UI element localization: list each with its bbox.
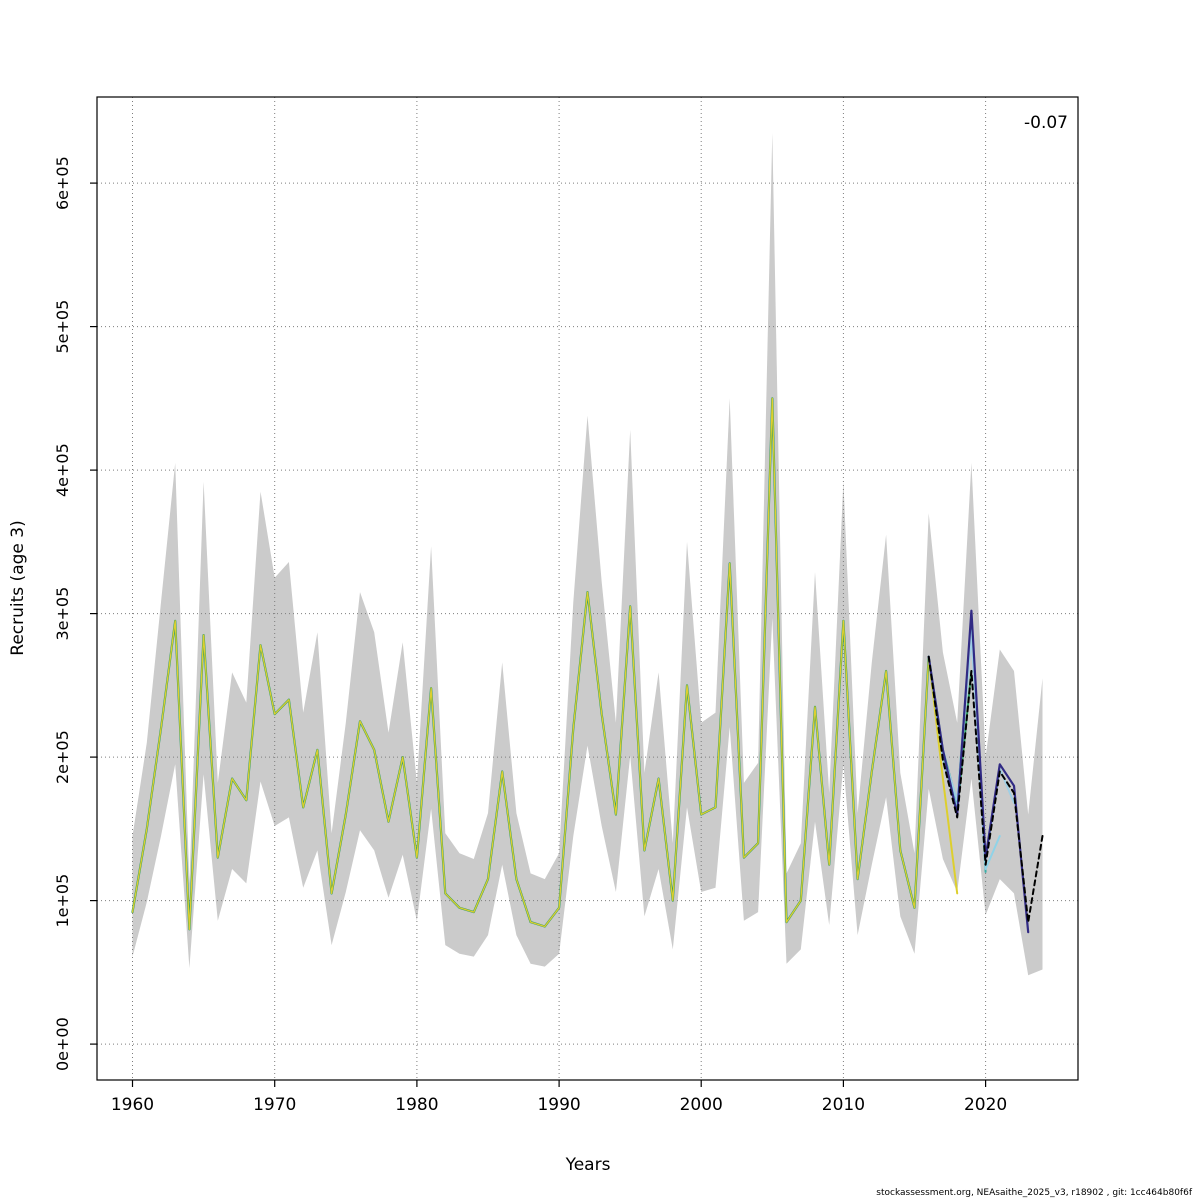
- x-tick-label: 1990: [537, 1095, 580, 1115]
- confidence-band: [132, 132, 1043, 976]
- y-tick-label: 0e+00: [53, 1017, 72, 1071]
- x-tick-label: 1960: [111, 1095, 154, 1115]
- y-tick-label: 5e+05: [53, 300, 72, 354]
- x-tick-label: 1970: [253, 1095, 296, 1115]
- x-tick-label: 2010: [822, 1095, 865, 1115]
- mohns-rho-annotation: -0.07: [1024, 113, 1068, 133]
- y-tick-label: 1e+05: [53, 874, 72, 928]
- plot-box: [96, 96, 1079, 1081]
- y-tick-label: 2e+05: [53, 730, 72, 784]
- x-tick-label: 2000: [680, 1095, 723, 1115]
- series-retro-2023: [927, 609, 1030, 934]
- series-assessment-mean-overlay: [131, 397, 930, 930]
- x-tick-label: 2020: [964, 1095, 1007, 1115]
- y-tick-label: 4e+05: [53, 443, 72, 497]
- x-axis-title: Years: [565, 1155, 611, 1175]
- footer-caption: stockassessment.org, NEAsaithe_2025_v3, …: [876, 1188, 1192, 1198]
- y-tick-label: 3e+05: [53, 587, 72, 641]
- y-tick-label: 6e+05: [53, 156, 72, 210]
- x-tick-label: 1980: [395, 1095, 438, 1115]
- series-current-2024: [927, 655, 1044, 924]
- y-axis-title: Recruits (age 3): [8, 520, 28, 656]
